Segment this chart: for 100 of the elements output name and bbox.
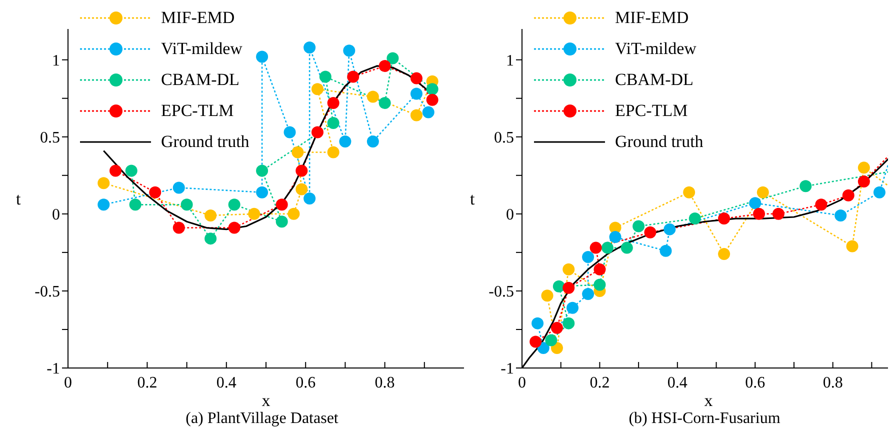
point xyxy=(304,192,316,204)
point xyxy=(562,263,575,276)
point xyxy=(532,317,544,330)
point xyxy=(582,288,594,300)
point xyxy=(319,70,332,83)
point xyxy=(256,164,268,177)
point xyxy=(749,197,762,210)
y-tick-label: 1 xyxy=(52,52,60,70)
point xyxy=(327,146,340,158)
point xyxy=(683,186,696,198)
y-tick-label: 1 xyxy=(506,52,514,70)
point xyxy=(550,322,563,334)
point xyxy=(347,70,360,83)
legend-label: MIF-EMD xyxy=(161,8,235,28)
point xyxy=(800,180,812,192)
point xyxy=(632,220,645,232)
y-axis-title: t xyxy=(16,190,21,209)
x-tick-label: 0.8 xyxy=(374,374,395,392)
point xyxy=(378,96,391,109)
point xyxy=(718,248,730,260)
y-tick-label: -0.5 xyxy=(34,284,60,301)
point xyxy=(594,278,606,291)
point xyxy=(378,60,391,72)
point xyxy=(644,226,656,238)
point xyxy=(753,208,766,220)
point xyxy=(343,44,356,57)
point xyxy=(296,183,308,196)
point xyxy=(204,209,217,222)
point xyxy=(129,198,142,211)
point xyxy=(566,302,579,314)
x-tick-label: 0.4 xyxy=(216,374,236,392)
legend-label: Ground truth xyxy=(615,132,704,152)
point xyxy=(256,50,268,63)
point xyxy=(664,223,676,236)
x-tick-label: 0 xyxy=(518,374,526,392)
point xyxy=(842,189,854,202)
point xyxy=(756,186,769,198)
point xyxy=(410,72,422,84)
y-tick-label: 0.5 xyxy=(40,130,60,147)
point xyxy=(366,135,379,148)
point xyxy=(815,198,828,211)
point xyxy=(609,231,622,244)
point xyxy=(590,242,602,254)
x-axis-title: x xyxy=(704,391,714,410)
point xyxy=(562,317,575,330)
point xyxy=(718,212,730,225)
point xyxy=(228,198,240,211)
legend-label: CBAM-DL xyxy=(161,70,240,90)
legend-label: EPC-TLM xyxy=(161,100,234,120)
point xyxy=(256,186,268,198)
y-tick-label: -1 xyxy=(500,360,514,378)
legend-label: Ground truth xyxy=(161,132,250,152)
point xyxy=(110,164,122,177)
point xyxy=(288,208,300,220)
y-tick-label: 0 xyxy=(506,206,514,224)
point xyxy=(873,186,886,198)
point xyxy=(204,232,217,245)
point xyxy=(98,198,110,211)
point xyxy=(327,96,340,109)
x-tick-label: 0.6 xyxy=(296,374,316,392)
point xyxy=(550,342,563,354)
y-tick-label: -0.5 xyxy=(488,284,514,301)
y-tick-label: -1 xyxy=(46,360,60,378)
y-axis-title: t xyxy=(470,190,475,209)
point xyxy=(620,242,633,254)
x-tick-label: 0.4 xyxy=(667,374,688,392)
legend-label: CBAM-DL xyxy=(615,70,694,90)
point xyxy=(386,52,399,64)
x-tick-label: 0.2 xyxy=(590,374,610,392)
text: (b) HSI-Corn-Fusarium xyxy=(628,410,782,428)
point xyxy=(552,280,565,292)
point xyxy=(311,83,324,96)
point xyxy=(366,90,379,103)
point xyxy=(858,176,870,188)
point xyxy=(284,126,296,138)
point xyxy=(541,290,554,302)
text: (a) PlantVillage Dataset xyxy=(184,410,340,428)
point xyxy=(660,244,672,257)
point xyxy=(304,41,316,54)
point xyxy=(582,251,594,264)
y-tick-label: 0 xyxy=(52,206,60,224)
point xyxy=(276,216,288,228)
point xyxy=(149,186,162,198)
point xyxy=(545,334,558,346)
point xyxy=(858,162,870,174)
point xyxy=(98,177,110,190)
point xyxy=(339,135,352,148)
point xyxy=(562,282,575,294)
x-tick-label: 0 xyxy=(64,374,72,392)
x-tick-label: 0.6 xyxy=(745,374,766,392)
point xyxy=(772,208,784,220)
point xyxy=(327,116,340,129)
point xyxy=(125,164,138,177)
point xyxy=(172,182,185,194)
point xyxy=(410,88,422,100)
point xyxy=(834,209,847,222)
point xyxy=(410,109,422,122)
point xyxy=(594,263,606,276)
x-axis-title: x xyxy=(262,391,271,410)
legend-label: ViT-mildew xyxy=(615,38,696,58)
